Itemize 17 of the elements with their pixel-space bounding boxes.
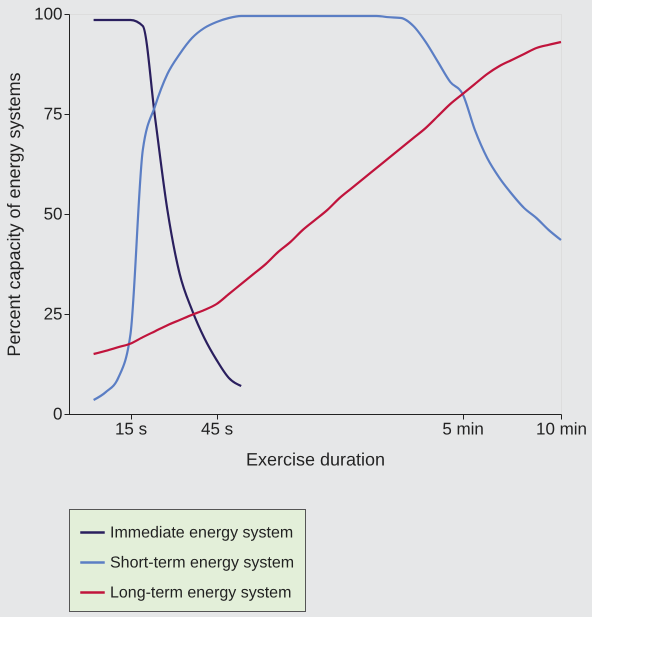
x-tick-label: 45 s: [201, 420, 234, 438]
y-axis-title: Percent capacity of energy systems: [4, 72, 24, 357]
x-axis-title: Exercise duration: [246, 450, 386, 470]
y-tick-label: 0: [53, 404, 62, 424]
line-series: [92, 18, 242, 388]
legend-label: Short-term energy system: [110, 554, 294, 572]
y-tick-label: 25: [44, 304, 62, 324]
line-series: [92, 14, 562, 402]
y-tick-label: 100: [34, 4, 62, 24]
x-tick-label: 10 min: [536, 420, 588, 438]
y-tick-label: 50: [44, 204, 62, 224]
x-tick-label: 15 s: [114, 420, 148, 438]
x-tick-label: 5 min: [442, 420, 484, 438]
legend-label: Long-term energy system: [110, 584, 292, 602]
line-series: [92, 40, 562, 356]
y-tick-label: 75: [44, 104, 62, 124]
legend-label: Immediate energy system: [110, 524, 294, 542]
